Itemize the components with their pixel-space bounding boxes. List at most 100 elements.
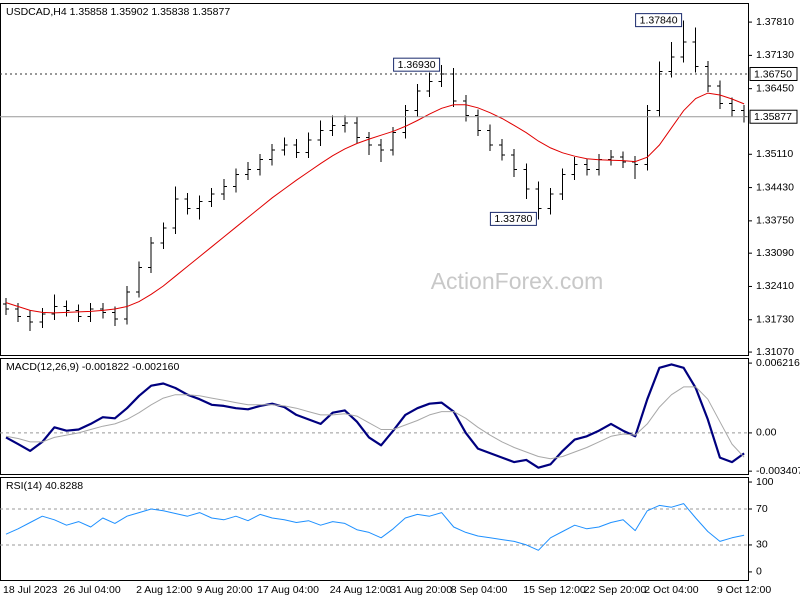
y-tick-label: 1.35110 (756, 148, 793, 160)
moving-average (5, 92, 745, 314)
price-bar (172, 186, 179, 235)
x-tick-label: 2 Oct 04:00 (644, 584, 698, 596)
price-bar (317, 120, 324, 146)
price-bar (366, 131, 372, 155)
y-tick-label: 100 (756, 476, 774, 488)
price-bar (87, 303, 94, 323)
price-bar (487, 124, 493, 151)
price-level-label: 1.36750 (754, 68, 792, 80)
indicator-line (5, 503, 745, 551)
price-bar (160, 222, 167, 249)
y-tick-label: 1.37130 (756, 49, 794, 61)
price-bar (704, 60, 711, 93)
price-bar (63, 300, 70, 317)
price-bar (353, 117, 360, 144)
price-bar (414, 83, 421, 117)
price-bar (136, 261, 143, 298)
price-bar (208, 188, 215, 208)
x-tick-label: 9 Aug 20:00 (197, 584, 253, 596)
price-bar (656, 61, 663, 117)
x-tick-label: 26 Jul 04:00 (64, 584, 121, 596)
x-tick-label: 15 Sep 12:00 (523, 584, 586, 596)
y-tick-label: 1.31070 (756, 346, 794, 358)
price-bar (281, 137, 288, 156)
price-bar (220, 179, 227, 200)
price-bar (3, 298, 9, 315)
price-bar (269, 143, 276, 166)
price-bar (111, 306, 118, 327)
price-bar (547, 188, 554, 215)
price-level-label: 1.35877 (754, 111, 792, 123)
panel-title: MACD(12,26,9) -0.001822 -0.002160 (6, 361, 180, 373)
price-bar (293, 139, 300, 159)
price-bar (75, 304, 82, 323)
x-tick-label: 24 Aug 12:00 (330, 584, 392, 596)
price-bar (196, 195, 203, 220)
y-tick-label: 0.00 (756, 427, 777, 439)
price-bar (232, 168, 239, 193)
annotation-box (635, 13, 683, 28)
price-bar (535, 181, 542, 220)
x-tick-label: 31 Aug 20:00 (390, 584, 452, 596)
price-bar (668, 42, 675, 78)
price-bar (341, 115, 348, 133)
y-tick-label: -0.003407 (756, 465, 800, 477)
y-tick-label: 1.36450 (756, 82, 794, 94)
y-tick-label: 1.33750 (756, 215, 794, 227)
y-tick-label: 30 (756, 539, 768, 551)
x-tick-label: 18 Jul 2023 (3, 584, 57, 596)
annotation-label: 1.37840 (640, 14, 678, 26)
y-tick-label: 1.32410 (756, 280, 794, 292)
y-tick-label: 1.31730 (756, 314, 794, 326)
x-tick-label: 22 Sep 20:00 (584, 584, 647, 596)
y-tick-label: 1.33090 (756, 247, 794, 259)
panel-frame (0, 477, 749, 581)
x-tick-label: 9 Oct 12:00 (717, 584, 771, 596)
price-bar (474, 109, 481, 137)
price-bar (632, 156, 639, 180)
panel-title: USDCAD,H4 1.35858 1.35902 1.35838 1.3587… (6, 6, 230, 18)
price-bar (51, 294, 58, 320)
annotation-label: 1.33780 (494, 213, 532, 225)
price-bar (402, 104, 409, 139)
y-tick-label: 1.34430 (756, 181, 794, 193)
price-bar (644, 104, 651, 171)
price-bar (438, 65, 445, 88)
price-bar (257, 153, 264, 176)
panel-title: RSI(14) 40.8288 (6, 480, 83, 492)
price-bar (124, 285, 130, 325)
price-bar (39, 308, 46, 329)
price-bar (692, 27, 699, 73)
price-bar (523, 163, 530, 199)
price-bar (680, 20, 687, 63)
y-tick-label: 1.37810 (756, 16, 794, 28)
price-bar (27, 310, 34, 332)
price-bar (148, 237, 155, 274)
indicator-line (5, 363, 745, 469)
price-bar (426, 72, 433, 97)
x-tick-label: 8 Sep 04:00 (451, 584, 508, 596)
price-bar (511, 148, 518, 177)
price-bar (499, 139, 506, 161)
price-bar (378, 139, 385, 163)
price-bar (305, 132, 312, 159)
price-bar (559, 168, 566, 200)
panel-frame (0, 358, 749, 475)
price-bar (184, 192, 191, 215)
price-bar (329, 115, 336, 137)
price-level-box (749, 109, 798, 124)
y-tick-label: 0.006216 (756, 357, 800, 369)
price-bar (583, 158, 590, 176)
y-tick-label: 70 (756, 503, 768, 515)
price-bar (571, 157, 578, 181)
annotation-box (489, 211, 537, 226)
y-tick-label: 0 (756, 566, 762, 578)
x-tick-label: 17 Aug 04:00 (257, 584, 319, 596)
indicator-line (5, 386, 745, 460)
annotation-box (393, 57, 441, 72)
watermark: ActionForex.com (431, 268, 604, 294)
annotation-label: 1.36930 (398, 59, 436, 71)
panel-frame (0, 3, 749, 356)
